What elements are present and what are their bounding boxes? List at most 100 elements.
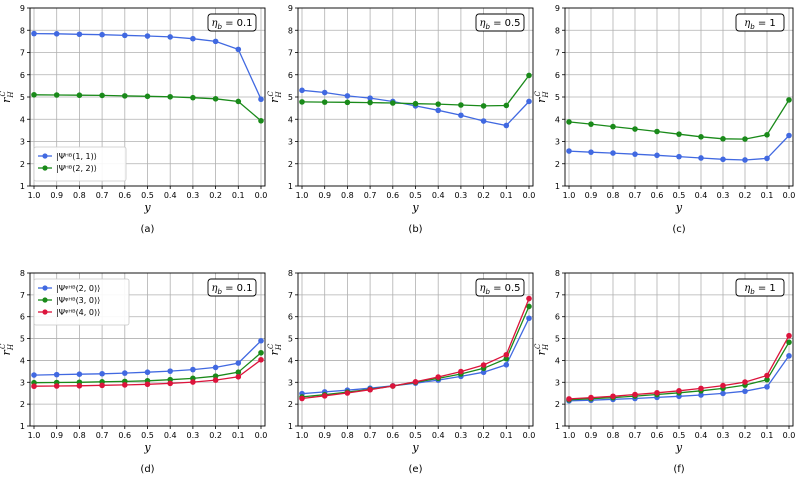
- legend-frame: [33, 278, 130, 326]
- panel-label: (e): [409, 464, 423, 475]
- x-tick-label: 1.0: [296, 191, 309, 200]
- panel-label: (a): [141, 224, 155, 235]
- x-tick-label: 0.3: [187, 191, 200, 200]
- data-point: [212, 364, 219, 371]
- y-tick-label: 1: [20, 422, 25, 431]
- data-point: [122, 32, 128, 39]
- x-tick-label: 0.8: [73, 191, 86, 200]
- data-point: [235, 46, 242, 53]
- x-tick-label: 0.4: [164, 191, 177, 200]
- y-tick-label: 3: [20, 138, 25, 147]
- panel-d: 1 2 3 4 5 6 7 8 1.0 0.9 0.8 0.7 0.6 0.5 0.4 0.3 0.2 0.1 0.…: [0, 269, 267, 475]
- data-point: [610, 393, 616, 400]
- x-tick-label: 0.6: [118, 431, 131, 440]
- data-point: [53, 383, 60, 389]
- y-tick-label: 4: [20, 115, 25, 124]
- data-point: [299, 395, 305, 402]
- data-point: [190, 379, 196, 385]
- y-tick-label: 9: [288, 4, 293, 13]
- x-tick-label: 0.7: [364, 191, 377, 200]
- panel-c: 1 2 3 4 5 6 7 8 9 1.0 0.9 0.8 0.7 0.6 0.5 0.4 0.3 0.2 0.1 0…: [534, 4, 795, 235]
- eta-annotation-box: [475, 13, 525, 32]
- eta-annotation-box: [735, 278, 785, 297]
- y-tick-label: 6: [288, 71, 293, 80]
- x-tick-label: 1.0: [563, 191, 576, 200]
- data-point: [458, 368, 464, 375]
- x-tick-label: 0.5: [673, 191, 686, 200]
- x-tick-label: 0.7: [96, 431, 109, 440]
- data-point: [526, 72, 532, 79]
- eta-annotation: ηb = 0.1: [211, 18, 252, 31]
- data-point: [99, 382, 105, 389]
- data-point: [526, 315, 532, 322]
- data-point: [786, 353, 792, 359]
- data-point: [764, 372, 770, 379]
- data-point: [367, 95, 373, 101]
- y-axis-label: rHC: [534, 90, 550, 102]
- data-point: [299, 99, 305, 105]
- x-tick-label: 1.0: [563, 431, 576, 440]
- data-point: [258, 349, 264, 356]
- eta-annotation: ηb = 0.1: [211, 283, 252, 296]
- y-tick-label: 7: [20, 49, 25, 58]
- y-tick-label: 2: [555, 160, 560, 169]
- data-point: [764, 155, 770, 162]
- legend-swatch-marker: [42, 153, 48, 159]
- y-tick-label: 2: [555, 400, 560, 409]
- y-tick-label: 3: [288, 378, 293, 387]
- y-tick-label: 8: [555, 269, 560, 278]
- y-tick-label: 1: [288, 182, 293, 191]
- y-tick-label: 8: [288, 269, 293, 278]
- x-tick-label: 0.7: [364, 431, 377, 440]
- data-point: [742, 379, 748, 385]
- legend: |Ψᴴᴮ(1, 1)⟩ |Ψᴴᴮ(2, 2)⟩: [33, 146, 127, 182]
- data-point: [632, 391, 638, 398]
- data-point: [566, 119, 572, 125]
- data-point: [676, 153, 682, 160]
- data-point: [632, 126, 638, 132]
- x-tick-label: 0.9: [318, 431, 331, 440]
- x-tick-label: 0.2: [739, 191, 752, 200]
- y-tick-label: 4: [555, 115, 560, 124]
- y-axis-label: rHC: [267, 90, 283, 102]
- data-point: [654, 128, 660, 135]
- data-point: [566, 396, 572, 402]
- y-tick-label: 2: [288, 160, 293, 169]
- y-tick-label: 8: [288, 26, 293, 35]
- y-tick-label: 1: [20, 182, 25, 191]
- data-point: [76, 371, 83, 377]
- data-point: [458, 112, 464, 119]
- data-point: [167, 368, 173, 374]
- data-point: [676, 131, 682, 137]
- y-tick-label: 8: [20, 26, 25, 35]
- x-tick-label: 0.0: [523, 191, 536, 200]
- y-tick-label: 5: [288, 93, 293, 102]
- data-point: [31, 30, 37, 37]
- y-tick-label: 1: [555, 422, 560, 431]
- data-point: [654, 389, 660, 396]
- eta-annotation-box: [735, 13, 785, 32]
- x-tick-label: 0.5: [141, 431, 154, 440]
- panel-f: 1 2 3 4 5 6 7 8 1.0 0.9 0.8 0.7 0.6 0.5 0.4 0.3 0.2 0.1 0.…: [534, 269, 795, 475]
- x-tick-label: 1.0: [28, 191, 41, 200]
- data-point: [742, 157, 748, 163]
- data-point: [632, 151, 638, 157]
- x-tick-label: 0.8: [341, 431, 354, 440]
- data-point: [503, 102, 510, 109]
- legend: |Ψᵠᴴᴮ(2, 0)⟩ |Ψᵠᴴᴮ(3, 0)⟩ |Ψᵠᴴᴮ(4, 0)⟩: [33, 278, 130, 326]
- y-tick-label: 7: [20, 291, 25, 300]
- x-tick-label: 0.2: [209, 431, 222, 440]
- data-point: [344, 93, 351, 99]
- data-point: [764, 132, 770, 138]
- y-tick-label: 3: [555, 138, 560, 147]
- panel-label: (b): [408, 224, 422, 235]
- data-point: [412, 100, 419, 107]
- legend-frame: [33, 146, 127, 182]
- x-tick-label: 0.1: [761, 191, 774, 200]
- x-tick-label: 0.4: [695, 431, 708, 440]
- data-point: [144, 369, 151, 376]
- y-tick-label: 1: [288, 422, 293, 431]
- data-point: [99, 370, 105, 377]
- data-point: [676, 388, 682, 394]
